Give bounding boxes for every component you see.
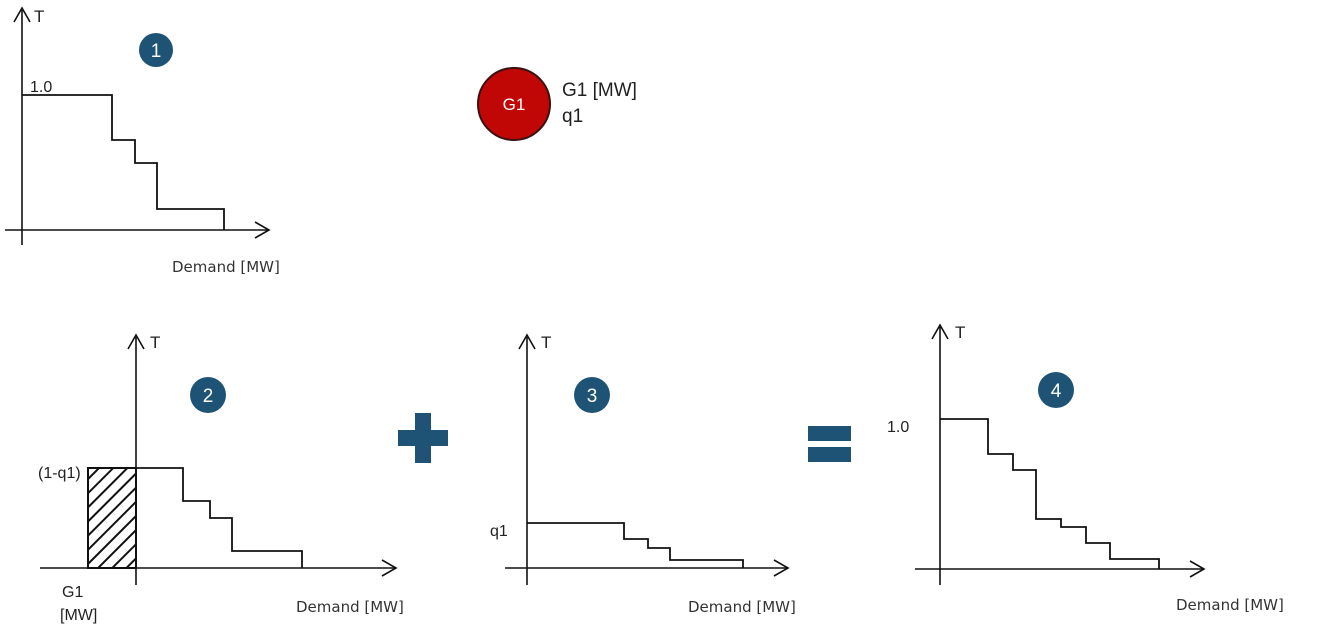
- y-axis-arrowhead: [931, 323, 949, 340]
- x-axis-label: Demand [MW]: [296, 598, 404, 616]
- y-tick-label: 1.0: [30, 79, 52, 96]
- y-axis-arrowhead: [13, 6, 31, 23]
- shift-label-line1: G1: [62, 584, 83, 601]
- x-axis-arrowhead: [773, 559, 790, 577]
- step-badge-number: 3: [587, 386, 598, 407]
- y-axis-label: T: [34, 7, 44, 26]
- generator-capacity-label: G1 [MW]: [562, 80, 637, 101]
- step-badge-number: 2: [203, 386, 214, 407]
- y-tick-label: q1: [490, 523, 508, 540]
- generator-circle: [477, 67, 551, 141]
- x-axis-label: Demand [MW]: [172, 258, 280, 276]
- load-duration-curve: [22, 94, 225, 230]
- generator-probability-label: q1: [562, 106, 583, 127]
- y-axis-label: T: [955, 323, 965, 342]
- y-axis-arrowhead: [127, 333, 145, 350]
- step-badge: [190, 377, 226, 413]
- x-axis-arrowhead: [381, 559, 398, 577]
- y-axis-label: T: [150, 333, 160, 352]
- step-badge-number: 1: [151, 41, 162, 62]
- combined-load-duration-curve: [940, 418, 1160, 569]
- y-tick-label: 1.0: [887, 419, 909, 436]
- x-axis-arrowhead: [1189, 560, 1206, 578]
- shifted-load-duration-curve: [88, 467, 303, 568]
- equals-icon: [808, 426, 851, 462]
- step-badge-number: 4: [1051, 381, 1062, 402]
- panel-3: T q1 Demand [MW] 3: [490, 333, 796, 616]
- y-axis-label: T: [541, 333, 551, 352]
- generator-g1: G1 G1 [MW] q1: [477, 67, 637, 141]
- step-badge: [574, 377, 610, 413]
- step-badge: [139, 33, 173, 67]
- x-axis-label: Demand [MW]: [688, 598, 796, 616]
- y-axis-arrowhead: [518, 333, 536, 350]
- panel-2: T (1-q1) G1 [MW] Demand [MW] 2: [38, 333, 404, 624]
- panel-1: T 1.0 Demand [MW] 1: [5, 6, 280, 276]
- panel-4: T 1.0 Demand [MW] 4: [887, 323, 1284, 614]
- y-tick-label: (1-q1): [38, 465, 81, 482]
- x-axis-arrowhead: [254, 221, 271, 239]
- generator-circle-label: G1: [503, 95, 526, 114]
- scaled-load-duration-curve: [527, 522, 744, 568]
- step-badge: [1038, 372, 1074, 408]
- x-axis-label: Demand [MW]: [1176, 596, 1284, 614]
- shift-label-line2: [MW]: [60, 607, 97, 624]
- plus-icon: [398, 413, 448, 463]
- outage-hatched-area: [87, 467, 137, 569]
